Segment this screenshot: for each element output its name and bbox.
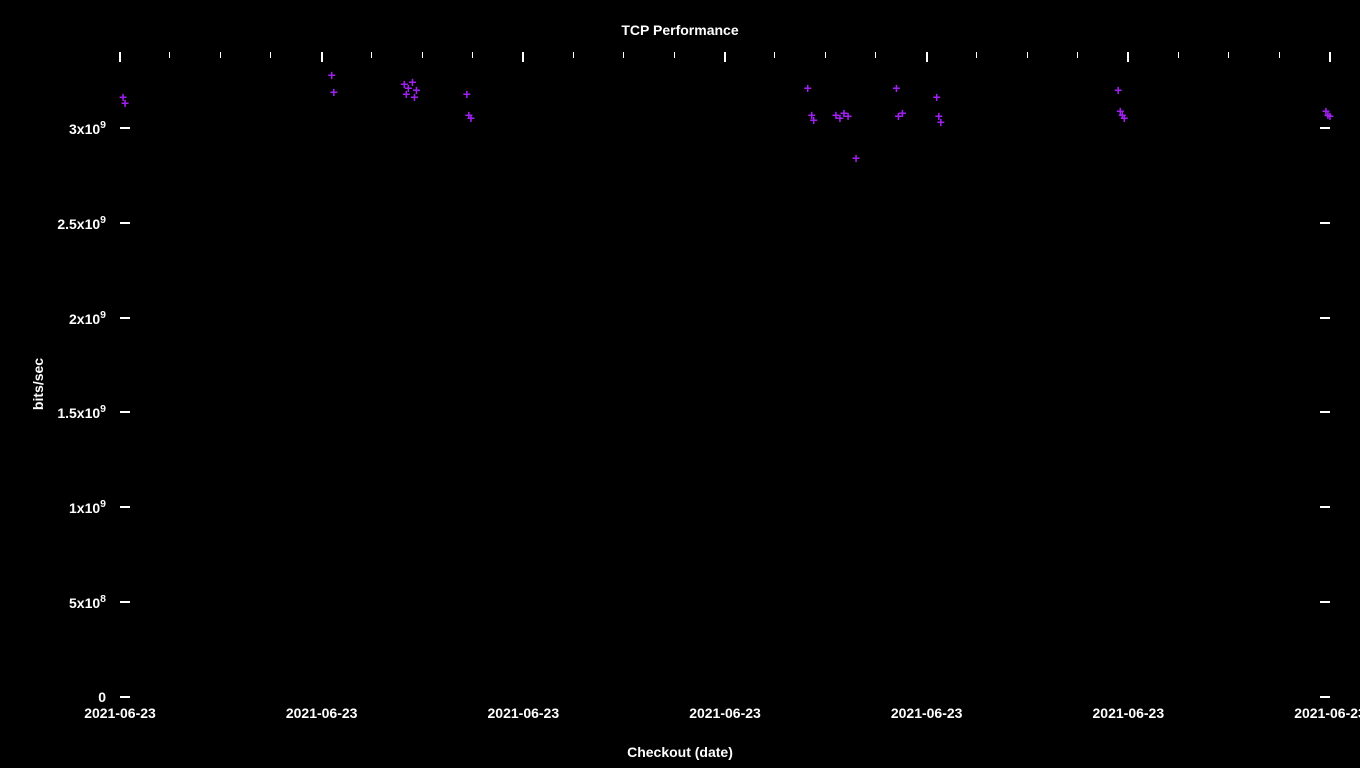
data-point: + bbox=[467, 113, 475, 127]
y-tick-mark bbox=[1320, 696, 1330, 698]
y-tick-label: 1.5x109 bbox=[0, 404, 106, 422]
x-tick-label: 2021-06-23 bbox=[488, 705, 560, 721]
plot-area: ++++++++++++++++++++++++++++++++++ bbox=[120, 52, 1330, 697]
y-tick-mark bbox=[1320, 506, 1330, 508]
data-point: + bbox=[330, 87, 338, 101]
y-tick-label: 2.5x109 bbox=[0, 214, 106, 232]
y-tick-label: 5x108 bbox=[0, 593, 106, 611]
x-tick-label: 2021-06-23 bbox=[286, 705, 358, 721]
y-tick-mark bbox=[120, 222, 130, 224]
y-tick-mark bbox=[1320, 411, 1330, 413]
x-minor-tick-mark bbox=[169, 52, 170, 58]
x-minor-tick-mark bbox=[623, 52, 624, 58]
x-minor-tick-mark bbox=[422, 52, 423, 58]
x-minor-tick-mark bbox=[976, 52, 977, 58]
x-tick-mark bbox=[724, 52, 726, 62]
x-minor-tick-mark bbox=[472, 52, 473, 58]
data-point: + bbox=[810, 115, 818, 129]
data-point: + bbox=[937, 117, 945, 131]
y-tick-mark bbox=[1320, 222, 1330, 224]
y-tick-mark bbox=[120, 411, 130, 413]
x-minor-tick-mark bbox=[1178, 52, 1179, 58]
data-point: + bbox=[933, 92, 941, 106]
x-minor-tick-mark bbox=[573, 52, 574, 58]
x-tick-label: 2021-06-23 bbox=[84, 705, 156, 721]
x-minor-tick-mark bbox=[774, 52, 775, 58]
x-tick-mark bbox=[119, 52, 121, 62]
x-minor-tick-mark bbox=[825, 52, 826, 58]
y-tick-mark bbox=[120, 506, 130, 508]
data-point: + bbox=[328, 70, 336, 84]
data-point: + bbox=[844, 111, 852, 125]
x-minor-tick-mark bbox=[1027, 52, 1028, 58]
data-point: + bbox=[1114, 85, 1122, 99]
chart-title: TCP Performance bbox=[0, 22, 1360, 38]
x-tick-mark bbox=[1127, 52, 1129, 62]
data-point: + bbox=[803, 83, 811, 97]
y-tick-mark bbox=[120, 601, 130, 603]
data-point: + bbox=[898, 108, 906, 122]
x-minor-tick-mark bbox=[371, 52, 372, 58]
data-point: + bbox=[1326, 111, 1334, 125]
y-tick-mark bbox=[120, 127, 130, 129]
x-minor-tick-mark bbox=[674, 52, 675, 58]
y-tick-mark bbox=[1320, 317, 1330, 319]
x-tick-mark bbox=[926, 52, 928, 62]
y-axis-label: bits/sec bbox=[30, 358, 46, 410]
x-minor-tick-mark bbox=[1228, 52, 1229, 58]
x-axis-label: Checkout (date) bbox=[0, 744, 1360, 760]
x-tick-mark bbox=[321, 52, 323, 62]
x-minor-tick-mark bbox=[220, 52, 221, 58]
x-tick-label: 2021-06-23 bbox=[689, 705, 761, 721]
x-minor-tick-mark bbox=[1279, 52, 1280, 58]
y-tick-mark bbox=[120, 317, 130, 319]
y-tick-label: 2x109 bbox=[0, 309, 106, 327]
y-tick-mark bbox=[1320, 127, 1330, 129]
x-minor-tick-mark bbox=[270, 52, 271, 58]
data-point: + bbox=[463, 89, 471, 103]
x-minor-tick-mark bbox=[875, 52, 876, 58]
x-tick-label: 2021-06-23 bbox=[1093, 705, 1165, 721]
x-tick-mark bbox=[1329, 52, 1331, 62]
x-tick-label: 2021-06-23 bbox=[891, 705, 963, 721]
y-tick-label: 0 bbox=[0, 689, 106, 705]
x-tick-label: 2021-06-23 bbox=[1294, 705, 1360, 721]
x-tick-mark bbox=[522, 52, 524, 62]
x-minor-tick-mark bbox=[1077, 52, 1078, 58]
y-tick-label: 3x109 bbox=[0, 119, 106, 137]
data-point: + bbox=[1120, 113, 1128, 127]
tcp-performance-chart: TCP Performance bits/sec Checkout (date)… bbox=[0, 0, 1360, 768]
data-point: + bbox=[412, 85, 420, 99]
data-point: + bbox=[121, 98, 129, 112]
y-tick-mark bbox=[120, 696, 130, 698]
data-point: + bbox=[852, 153, 860, 167]
y-tick-mark bbox=[1320, 601, 1330, 603]
y-tick-label: 1x109 bbox=[0, 498, 106, 516]
data-point: + bbox=[892, 83, 900, 97]
